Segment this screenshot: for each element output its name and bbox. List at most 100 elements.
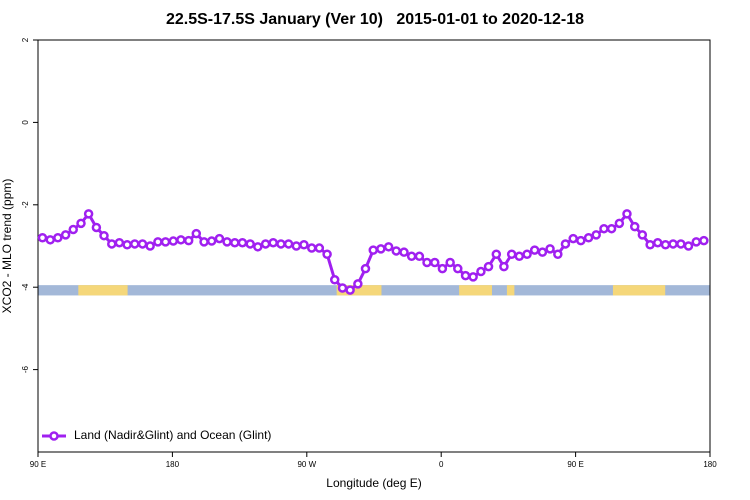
- data-point: [491, 249, 502, 259]
- x-axis-label: Longitude (deg E): [326, 476, 421, 490]
- data-point: [145, 241, 155, 251]
- data-point: [283, 239, 294, 249]
- data-point: [337, 283, 348, 293]
- x-tick-label: 90 E: [30, 460, 46, 469]
- data-point: [37, 233, 48, 243]
- data-point: [60, 230, 71, 240]
- data-point: [299, 240, 309, 250]
- x-tick-label: 0: [439, 460, 444, 469]
- data-point: [637, 230, 648, 240]
- land-region: [78, 285, 128, 296]
- legend-marker: [49, 431, 59, 441]
- data-point: [437, 263, 448, 274]
- land-region: [506, 285, 515, 296]
- plot-frame: [37, 39, 711, 453]
- data-point: [476, 266, 486, 277]
- data-point: [576, 235, 586, 246]
- land-region: [336, 285, 382, 296]
- data-point: [83, 209, 94, 219]
- data-point: [68, 224, 78, 235]
- data-point: [629, 221, 640, 232]
- data-point: [291, 241, 302, 251]
- data-point: [183, 235, 194, 246]
- data-point: [130, 239, 140, 249]
- data-point: [260, 239, 271, 249]
- legend-label: Land (Nadir&Glint) and Ocean (Glint): [74, 428, 271, 442]
- y-axis-label: XCO2 - MLO trend (ppm): [0, 179, 14, 314]
- x-tick-label: 90 W: [297, 460, 316, 469]
- data-point: [606, 223, 617, 234]
- data-point: [99, 230, 109, 241]
- data-point: [391, 246, 402, 256]
- x-tick-label: 180: [166, 460, 180, 469]
- land-region: [612, 285, 666, 296]
- data-point: [237, 237, 248, 248]
- data-point: [614, 218, 625, 229]
- data-point: [460, 270, 471, 281]
- data-point: [114, 237, 125, 248]
- data-point: [553, 249, 563, 259]
- data-point: [652, 237, 663, 248]
- chart-title: 22.5S-17.5S January (Ver 10) 2015-01-01 …: [166, 11, 584, 28]
- data-point: [453, 263, 463, 274]
- data-point: [683, 241, 694, 251]
- data-point: [430, 257, 440, 268]
- data-point: [691, 237, 702, 247]
- data-point: [568, 233, 578, 244]
- data-point: [506, 249, 517, 259]
- data-point: [645, 240, 655, 250]
- data-point: [414, 251, 425, 262]
- data-point: [122, 240, 132, 250]
- data-point: [483, 261, 494, 272]
- data-point: [622, 209, 632, 219]
- data-point: [168, 236, 179, 246]
- data-point: [345, 285, 355, 295]
- data-point: [368, 245, 379, 255]
- data-point: [591, 230, 601, 240]
- y-tick-label: -2: [21, 201, 30, 209]
- data-point: [160, 237, 171, 247]
- data-point: [245, 239, 255, 249]
- data-point: [76, 218, 86, 229]
- data-point: [206, 236, 217, 246]
- data-point: [137, 239, 148, 249]
- data-point: [45, 235, 55, 245]
- data-point: [376, 244, 386, 254]
- data-point: [360, 263, 371, 274]
- data-point: [599, 223, 609, 234]
- data-point: [253, 242, 263, 252]
- data-point: [545, 244, 555, 254]
- data-point: [445, 257, 455, 268]
- data-point: [699, 235, 709, 246]
- data-point: [91, 222, 102, 233]
- data-point: [560, 239, 571, 249]
- data-point: [107, 239, 117, 249]
- y-tick-label: -6: [21, 365, 30, 373]
- data-point: [199, 237, 209, 247]
- data-point: [660, 240, 671, 250]
- data-point: [353, 279, 363, 289]
- data-point: [522, 249, 532, 259]
- data-point: [191, 228, 202, 239]
- data-point: [276, 239, 286, 249]
- data-point: [176, 235, 186, 245]
- x-tick-label: 180: [703, 460, 717, 469]
- data-point: [314, 243, 325, 253]
- y-tick-label: 0: [21, 120, 30, 125]
- data-point: [222, 237, 232, 247]
- data-point: [676, 239, 686, 249]
- data-point: [306, 243, 317, 253]
- data-point: [406, 251, 417, 262]
- data-point: [329, 275, 340, 285]
- data-point: [383, 242, 394, 252]
- data-point: [468, 272, 478, 282]
- data-point: [668, 239, 678, 249]
- data-point: [399, 247, 409, 257]
- data-point: [514, 251, 525, 262]
- data-point: [53, 233, 63, 243]
- y-tick-label: -4: [21, 283, 30, 291]
- y-tick-label: 2: [21, 37, 30, 42]
- data-point: [214, 233, 225, 244]
- land-region: [459, 285, 492, 296]
